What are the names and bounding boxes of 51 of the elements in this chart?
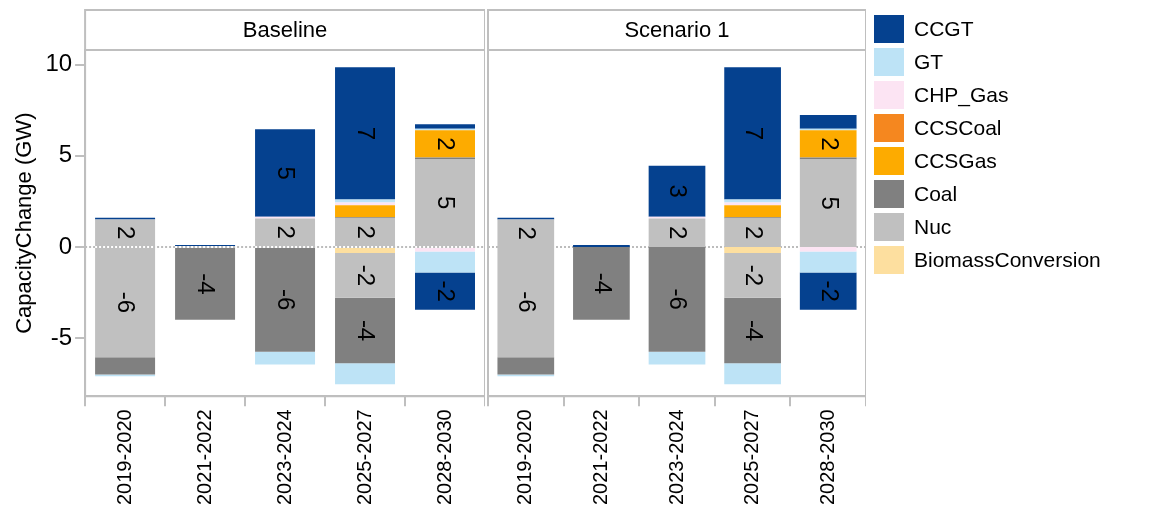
legend-label: CHP_Gas — [914, 82, 1009, 107]
data-label: 7 — [740, 126, 768, 141]
data-label: 2 — [113, 226, 141, 240]
data-label: -2 — [353, 264, 381, 287]
y-tick-label: 0 — [58, 231, 73, 259]
chart-title: Scenario 1 — [624, 17, 730, 43]
legend-label: Nuc — [914, 214, 952, 239]
data-label: -2 — [433, 280, 461, 302]
data-label: 2 — [665, 226, 693, 240]
legend-label: Coal — [914, 181, 958, 206]
x-tick-label: 2019-2020 — [112, 409, 135, 506]
legend-label: CCSCoal — [914, 115, 1002, 140]
data-label: 5 — [433, 195, 461, 210]
data-label: 3 — [665, 184, 693, 198]
y-axis-title: CapacityChange (GW) — [11, 112, 37, 334]
data-label: -6 — [665, 288, 693, 310]
x-tick-label: 2021-2022 — [588, 409, 611, 506]
chart-title: Baseline — [242, 17, 328, 43]
legend-label: CCGT — [914, 16, 974, 41]
y-tick-label: -5 — [50, 322, 73, 350]
legend-label: BiomassConversion — [914, 247, 1101, 272]
data-label: 5 — [273, 166, 301, 180]
data-label: -4 — [740, 319, 768, 342]
x-tick-label: 2019-2020 — [513, 409, 536, 506]
data-label: 2 — [816, 137, 844, 151]
data-label: -6 — [273, 289, 301, 311]
data-label: 2 — [433, 137, 461, 151]
x-tick-label: 2025-2027 — [352, 409, 375, 506]
data-label: 5 — [816, 196, 844, 210]
legend-label: CCSGas — [914, 148, 997, 173]
data-label: -6 — [514, 291, 542, 313]
x-tick-label: 2023-2024 — [272, 409, 295, 506]
y-tick-label: 10 — [45, 49, 73, 77]
data-label: -4 — [589, 272, 617, 295]
x-tick-label: 2021-2022 — [192, 409, 215, 506]
data-label: -2 — [740, 264, 768, 287]
data-label: 7 — [353, 126, 381, 141]
data-label: -2 — [816, 280, 844, 302]
data-label: -4 — [193, 273, 221, 295]
legend-label: GT — [914, 49, 944, 74]
data-label: -4 — [353, 319, 381, 342]
x-tick-label: 2028-2030 — [432, 409, 455, 506]
x-tick-label: 2028-2030 — [815, 409, 838, 506]
data-label: 2 — [353, 225, 381, 239]
data-label: 2 — [740, 226, 768, 240]
data-label: 2 — [514, 226, 542, 240]
x-tick-label: 2023-2024 — [664, 409, 687, 506]
data-label: 2 — [273, 225, 301, 239]
y-tick-label: 5 — [58, 140, 73, 168]
data-label: -6 — [113, 291, 141, 314]
x-tick-label: 2025-2027 — [740, 409, 763, 506]
